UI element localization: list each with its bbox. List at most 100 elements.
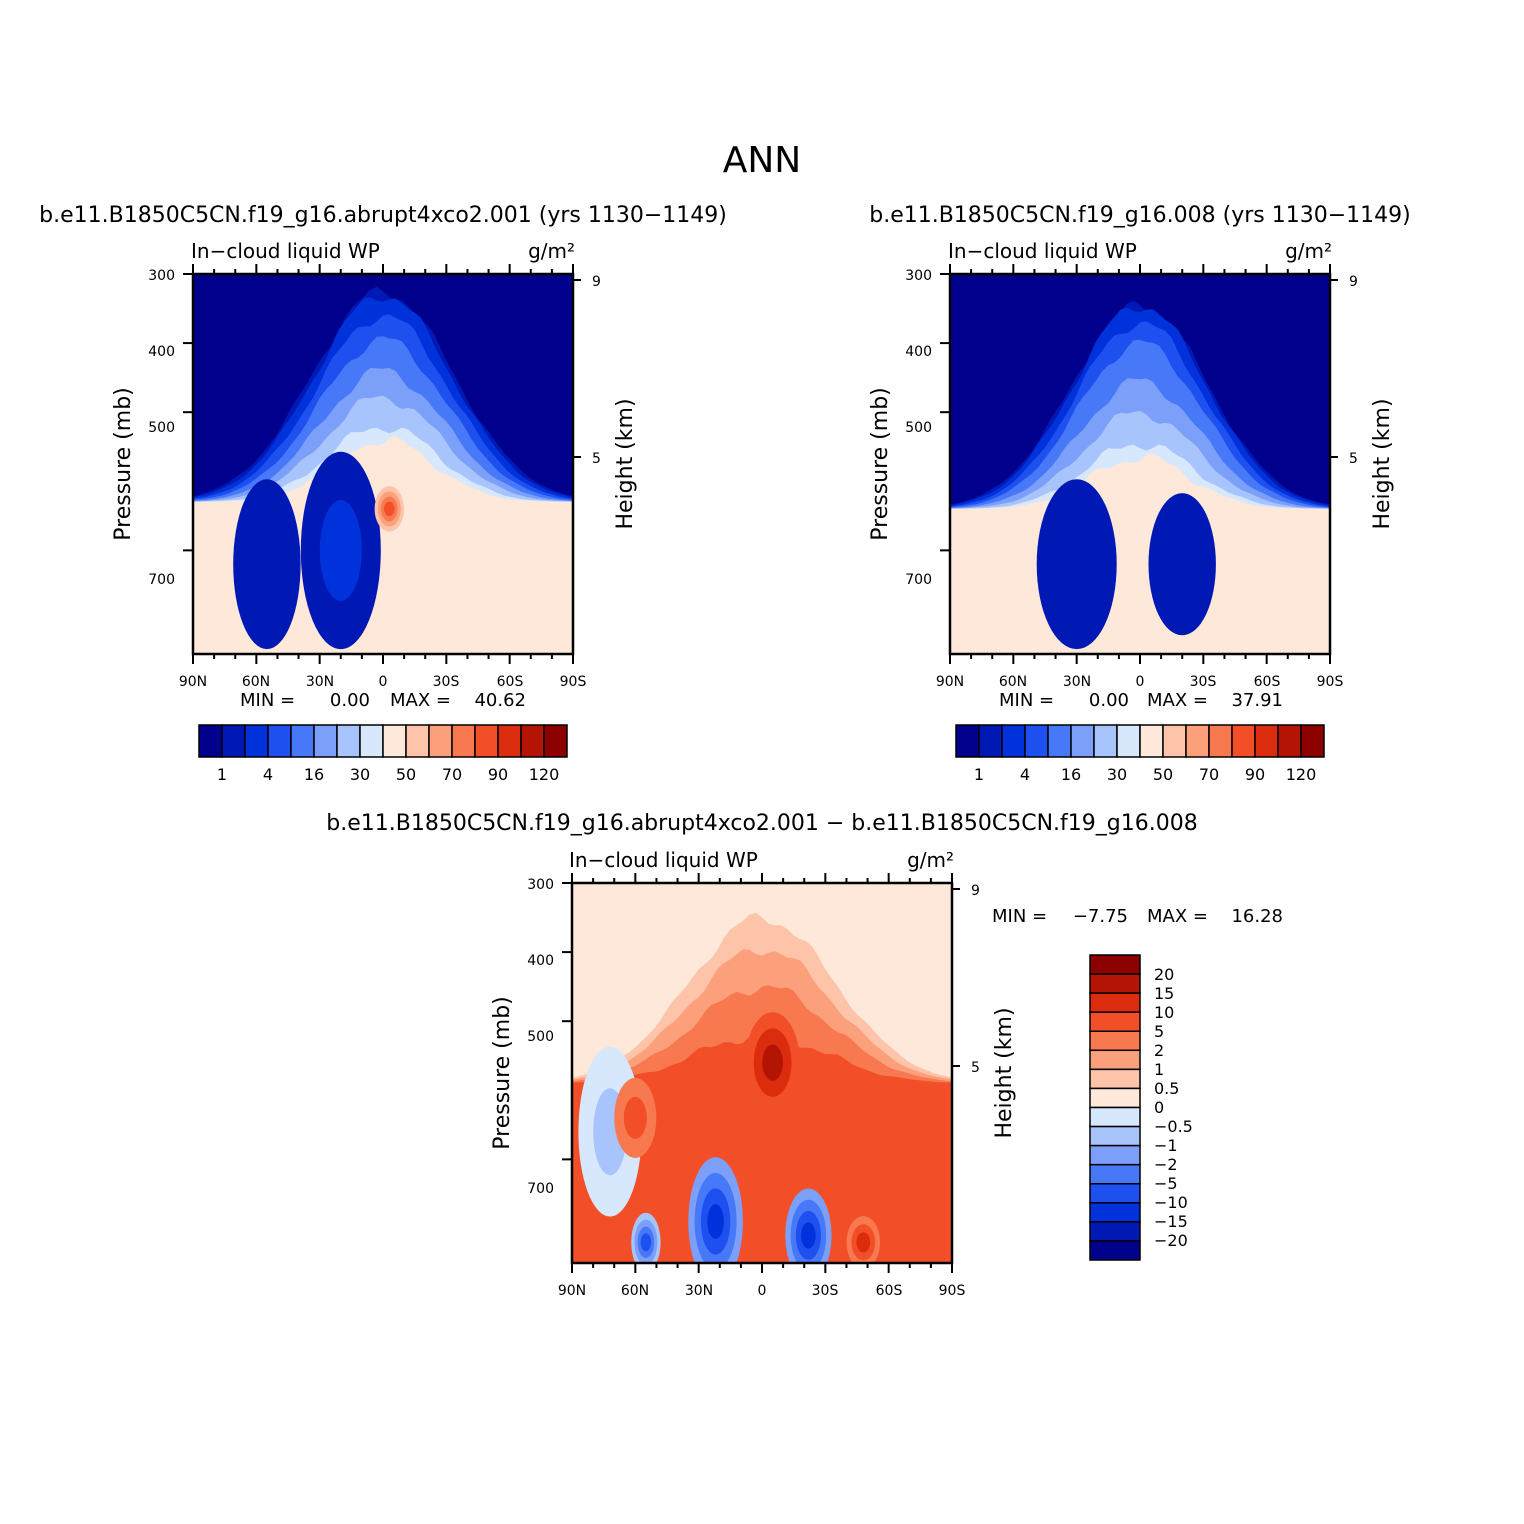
xtick-label: 60S xyxy=(1254,674,1281,690)
colorbar-label: −0.5 xyxy=(1154,1117,1193,1136)
colorbar-label: 50 xyxy=(1153,765,1173,784)
colorbar xyxy=(198,724,568,758)
xtick-label: 90N xyxy=(558,1283,586,1299)
min-value: 0.00 xyxy=(1089,690,1129,711)
colorbar-label: 20 xyxy=(1154,965,1174,984)
panel-subtitle: In−cloud liquid WP xyxy=(948,239,1137,263)
colorbar-label: 1 xyxy=(1154,1060,1164,1079)
colorbar-swatch xyxy=(1089,1221,1141,1242)
colorbar-label: −20 xyxy=(1154,1231,1188,1250)
xtick-label: 0 xyxy=(758,1283,767,1299)
max-label: MAX = xyxy=(390,690,451,711)
colorbar-label: −1 xyxy=(1154,1136,1178,1155)
contour-cell xyxy=(623,1096,647,1139)
colorbar-label: 120 xyxy=(1286,765,1317,784)
colorbar-swatch xyxy=(1089,954,1141,975)
max-label: MAX = xyxy=(1147,690,1208,711)
colorbar-swatch xyxy=(1089,1202,1141,1223)
xtick-label: 30S xyxy=(433,674,460,690)
colorbar-swatch xyxy=(1089,1183,1141,1204)
colorbar-swatch xyxy=(428,724,453,758)
colorbar-swatch xyxy=(1089,1087,1141,1109)
colorbar-swatch xyxy=(382,724,407,758)
panel-title: b.e11.B1850C5CN.f19_g16.008 (yrs 1130−11… xyxy=(869,203,1411,228)
contour-cell xyxy=(640,1233,652,1252)
panel-units: g/m² xyxy=(1285,239,1332,263)
panel-difference: b.e11.B1850C5CN.f19_g16.abrupt4xco2.001 … xyxy=(326,811,1283,1299)
max-value: 16.28 xyxy=(1231,906,1283,927)
colorbar-swatch xyxy=(1162,724,1187,758)
xtick-label: 60N xyxy=(999,674,1027,690)
colorbar-swatch xyxy=(1089,1144,1141,1166)
colorbar-swatch xyxy=(1047,724,1072,758)
colorbar-swatch xyxy=(955,724,980,758)
ytick-label: 400 xyxy=(148,344,175,360)
colorbar-swatch xyxy=(267,724,292,758)
xtick-label: 90S xyxy=(560,674,587,690)
colorbar-swatch xyxy=(1024,724,1049,758)
contour-level-12 xyxy=(572,1031,952,1263)
colorbar-swatch xyxy=(1089,1125,1141,1147)
colorbar-swatch xyxy=(451,724,476,758)
y-axis-label: Pressure (mb) xyxy=(490,996,515,1150)
min-label: MIN = xyxy=(992,906,1047,927)
min-label: MIN = xyxy=(999,690,1054,711)
contour-cell xyxy=(707,1204,724,1239)
panel-subtitle: In−cloud liquid WP xyxy=(191,239,380,263)
colorbar-label: 50 xyxy=(396,765,416,784)
plot-area xyxy=(950,274,1330,654)
panel-right: b.e11.B1850C5CN.f19_g16.008 (yrs 1130−11… xyxy=(868,203,1411,784)
xtick-label: 90S xyxy=(939,1283,966,1299)
colorbar-label: 15 xyxy=(1154,984,1174,1003)
contour-cell xyxy=(801,1222,816,1249)
colorbar-label: 16 xyxy=(304,765,324,784)
colorbar-swatch xyxy=(1089,1240,1141,1261)
colorbar-label: 5 xyxy=(1154,1022,1164,1041)
colorbar-swatch xyxy=(1089,1163,1141,1185)
colorbar-swatch xyxy=(1001,724,1026,758)
ytick-label-right: 5 xyxy=(592,451,601,467)
colorbar xyxy=(1089,954,1141,1261)
colorbar xyxy=(955,724,1325,758)
ytick-label: 700 xyxy=(148,572,175,588)
colorbar-swatch xyxy=(1089,1049,1141,1071)
colorbar-swatch xyxy=(198,724,223,758)
y-axis-label-right: Height (km) xyxy=(613,398,638,529)
contour-cell xyxy=(384,501,395,517)
panel-subtitle: In−cloud liquid WP xyxy=(569,848,758,872)
panel-title: b.e11.B1850C5CN.f19_g16.abrupt4xco2.001 … xyxy=(326,811,1197,836)
xtick-label: 90N xyxy=(936,674,964,690)
colorbar-label: −15 xyxy=(1154,1212,1188,1231)
ytick-label: 500 xyxy=(527,1029,554,1045)
ytick-label: 300 xyxy=(905,268,932,284)
colorbar-label: 70 xyxy=(1199,765,1219,784)
colorbar-label: 10 xyxy=(1154,1003,1174,1022)
contour-cell xyxy=(1036,479,1117,650)
ytick-label: 700 xyxy=(527,1181,554,1197)
colorbar-label: 30 xyxy=(350,765,370,784)
xtick-label: 30S xyxy=(812,1283,839,1299)
colorbar-swatch xyxy=(336,724,361,758)
contour-cell xyxy=(319,500,362,601)
minor-ticks xyxy=(940,264,1338,664)
colorbar-swatch xyxy=(290,724,315,758)
xtick-label: 60N xyxy=(621,1283,649,1299)
contour-cell xyxy=(856,1232,871,1253)
xtick-label: 30N xyxy=(306,674,334,690)
min-label: MIN = xyxy=(240,690,295,711)
y-axis-label-right: Height (km) xyxy=(992,1007,1017,1138)
colorbar-swatch xyxy=(1093,724,1118,758)
colorbar-swatch xyxy=(1089,1068,1141,1090)
xtick-label: 0 xyxy=(379,674,388,690)
colorbar-swatch xyxy=(1116,724,1141,758)
colorbar-swatch xyxy=(1089,1011,1141,1032)
panel-units: g/m² xyxy=(528,239,575,263)
contour-cell xyxy=(1148,493,1216,636)
ytick-label: 300 xyxy=(148,268,175,284)
colorbar-swatch xyxy=(1089,992,1141,1013)
colorbar-label: 2 xyxy=(1154,1041,1164,1060)
contour-cell xyxy=(762,1044,783,1081)
xtick-label: 60S xyxy=(497,674,524,690)
plot-area xyxy=(572,883,952,1263)
min-value: −7.75 xyxy=(1073,906,1128,927)
